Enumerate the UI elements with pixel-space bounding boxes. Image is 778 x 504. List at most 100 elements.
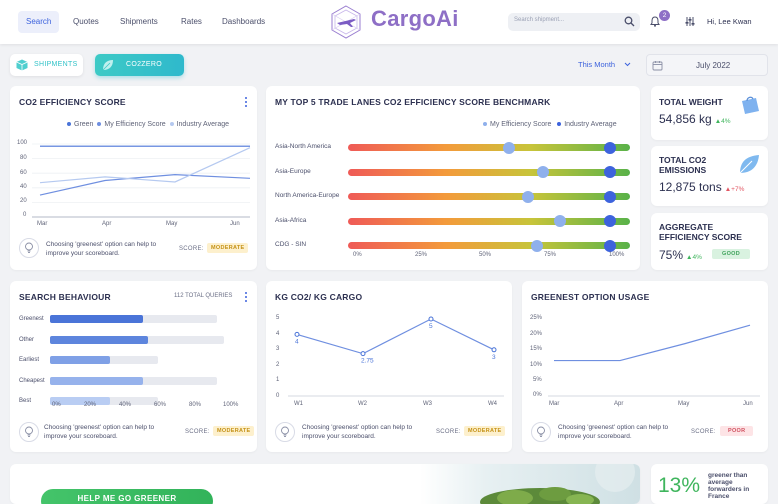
x-tick: May [166, 221, 178, 227]
top-navigation-bar: Search Quotes Shipments Rates Dashboards… [0, 0, 778, 44]
x-tick: Mar [37, 221, 48, 227]
y-tick: 25% [530, 315, 543, 321]
x-tick: W1 [294, 401, 303, 407]
lightbulb-icon [19, 422, 39, 442]
trade-lanes-legend: My Efficiency Score Industry Average [483, 121, 617, 128]
month-picker[interactable]: July 2022 [646, 54, 768, 76]
kg-co2-chart: 4 2.75 5 3 [288, 316, 504, 397]
lane-bar [348, 193, 630, 200]
kg-co2-point-label: 2.75 [361, 358, 374, 365]
search-behaviour-card: SEARCH BEHAVIOUR 112 TOTAL QUERIES Green… [10, 281, 257, 452]
x-tick: 0% [52, 402, 61, 408]
chevron-down-icon[interactable] [624, 61, 631, 68]
kg-co2-point-label: 4 [295, 338, 299, 345]
user-greeting[interactable]: Hi, Lee Kwan [707, 17, 752, 26]
trade-lanes-title: MY TOP 5 TRADE LANES CO2 EFFICIENCY SCOR… [275, 97, 551, 107]
shipments-toggle-button[interactable]: SHIPMENTS [10, 54, 83, 76]
logo-text: CargoAi [371, 6, 459, 31]
x-tick: Apr [614, 401, 624, 407]
search-behaviour-bar [50, 315, 143, 323]
shipments-toggle-label: SHIPMENTS [34, 61, 78, 68]
y-tick: 0% [533, 392, 542, 398]
y-tick: 1 [276, 377, 280, 383]
x-tick: 75% [544, 252, 557, 258]
shopping-bag-icon [742, 96, 759, 114]
leaf-icon [739, 155, 759, 174]
x-tick: 100% [609, 252, 625, 258]
logo-globe-icon [331, 5, 361, 39]
x-tick: Apr [102, 221, 112, 227]
x-tick: W3 [423, 401, 432, 407]
kg-co2-line [296, 318, 495, 355]
x-tick: 0% [353, 252, 362, 258]
lane-bar [348, 242, 630, 249]
total-co2-title: TOTAL CO2 EMISSIONS [659, 155, 707, 175]
more-options-icon[interactable] [245, 97, 248, 108]
total-co2-value: 12,875 tons ▲+7% [659, 180, 745, 194]
bell-icon[interactable] [650, 16, 660, 27]
search-behaviour-label: Earliest [19, 357, 40, 363]
y-tick: 5 [276, 315, 280, 321]
score-badge: MODERATE [207, 243, 249, 253]
co2-efficiency-title: CO2 EFFICIENCY SCORE [19, 97, 126, 107]
aggregate-score-badge: GOOD [712, 249, 751, 259]
nav-search[interactable]: Search [18, 11, 60, 33]
industry-average-marker [604, 190, 617, 203]
series-my-efficiency-line [39, 174, 251, 196]
tip-text: Choosing 'greenest' option can help to i… [558, 424, 669, 440]
co2-legend: Green My Efficiency Score Industry Avera… [67, 121, 229, 128]
my-efficiency-marker [522, 190, 535, 203]
y-tick: 3 [276, 346, 280, 352]
x-tick: 80% [189, 402, 202, 408]
search-icon[interactable] [624, 16, 635, 27]
legend-green: Green [74, 121, 94, 128]
help-me-go-greener-button[interactable]: HELP ME GO GREENER [41, 489, 213, 504]
total-weight-card: TOTAL WEIGHT 54,856 kg ▲4% [651, 86, 768, 140]
y-tick: 15% [530, 346, 543, 352]
my-efficiency-marker [536, 166, 549, 178]
legend-industry-average: Industry Average [564, 121, 617, 128]
filter-sliders-icon[interactable] [685, 16, 695, 27]
y-tick: 40 [20, 184, 27, 190]
lane-label: Asia-Africa [275, 216, 307, 224]
search-behaviour-label: Best [19, 398, 32, 404]
score-label: SCORE: [185, 429, 210, 435]
more-options-icon[interactable] [245, 292, 248, 303]
kg-co2-point-label: 5 [429, 323, 433, 330]
x-tick: Jun [230, 221, 240, 227]
search-box[interactable]: Search shipment... [508, 13, 640, 31]
nav-dashboards[interactable]: Dashboards [222, 17, 266, 26]
nav-shipments[interactable]: Shipments [120, 17, 158, 26]
search-behaviour-label: Cheapest [19, 377, 45, 384]
tip-text: Choosing 'greenest' option can help to i… [46, 241, 157, 257]
kg-co2-card: KG CO2/ KG CARGO 5 4 3 2 1 0 4 2.75 5 3 W1 … [266, 281, 512, 452]
search-behaviour-bar [50, 397, 110, 405]
lane-label: Asia-North America [275, 143, 331, 150]
search-placeholder: Search shipment... [514, 17, 565, 23]
greenest-option-title: GREENEST OPTION USAGE [531, 292, 650, 302]
score-label: SCORE: [179, 246, 204, 252]
lane-label: Asia-Europe [275, 167, 311, 175]
series-industry-average-line [39, 147, 251, 184]
tip-text: Choosing 'greenest' option can help to i… [302, 424, 413, 440]
period-range-dropdown[interactable]: This Month [578, 60, 616, 69]
total-queries: 112 TOTAL QUERIES [174, 293, 233, 299]
greenest-option-card: GREENEST OPTION USAGE 25% 20% 15% 10% 5%… [522, 281, 768, 452]
industry-average-marker [604, 141, 617, 154]
co2zero-toggle-button[interactable]: CO2ZERO [95, 54, 184, 76]
total-weight-title: TOTAL WEIGHT [659, 97, 723, 107]
co2zero-toggle-label: CO2ZERO [126, 61, 162, 68]
search-behaviour-label: Greenest [19, 316, 44, 322]
x-tick: Jun [743, 401, 753, 407]
nav-quotes[interactable]: Quotes [73, 17, 99, 26]
search-behaviour-bar [50, 376, 143, 385]
greener-stat-card: 13% greener than average forwarders in F… [651, 464, 768, 504]
legend-my-efficiency: My Efficiency Score [490, 121, 552, 128]
kg-co2-point [428, 316, 434, 322]
score-label: SCORE: [691, 429, 716, 435]
x-tick: W4 [488, 401, 497, 407]
nav-rates[interactable]: Rates [181, 17, 202, 26]
calendar-icon [652, 61, 663, 71]
x-tick: May [678, 401, 690, 407]
leaf-icon [102, 60, 113, 71]
